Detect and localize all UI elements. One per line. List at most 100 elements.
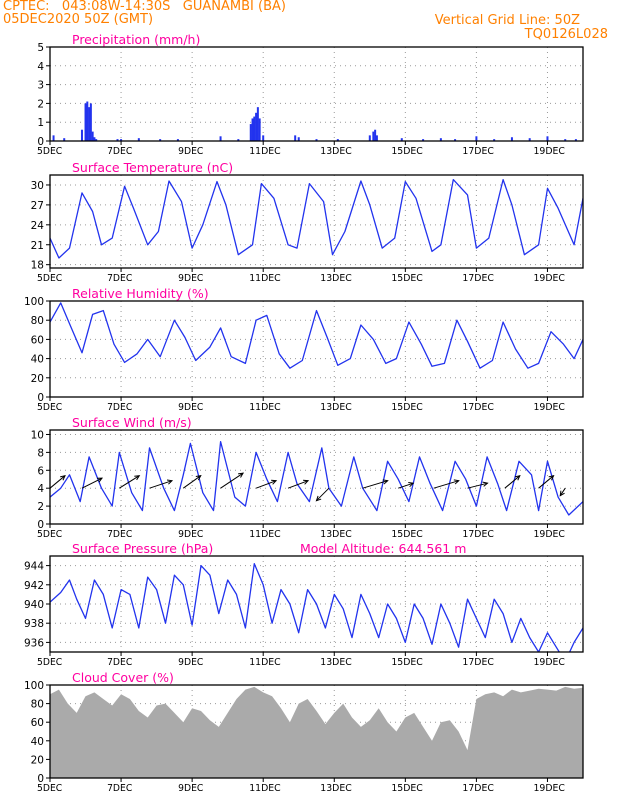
wind-arrow-shaft <box>149 480 173 489</box>
precip-bar <box>294 135 297 141</box>
plot-area-cloud <box>50 686 583 778</box>
precip-bar <box>574 139 577 141</box>
precip-bar <box>88 107 91 141</box>
precip-bar <box>475 136 478 141</box>
wind-arrow-head <box>238 472 245 478</box>
y-tick-label: 18 <box>31 260 44 272</box>
wind-arrow-head <box>195 475 202 481</box>
y-tick-label: 0 <box>37 519 44 531</box>
wind-arrow <box>467 481 489 489</box>
precip-bar <box>375 135 378 141</box>
wind-arrow-head <box>166 479 174 485</box>
x-tick-label: 7DEC <box>107 146 132 157</box>
panel-frame <box>49 684 584 779</box>
precip-bar <box>63 138 66 141</box>
y-tick-label: 4 <box>37 61 44 73</box>
x-tick-label: 15DEC <box>391 783 423 794</box>
y-tick-label: 100 <box>24 296 44 308</box>
wind-arrow-head <box>453 479 460 485</box>
x-tick-label: 5DEC <box>37 273 62 284</box>
x-tick-label: 11DEC <box>249 657 281 668</box>
y-tick-label: 942 <box>24 580 44 592</box>
wind-arrow-shaft <box>316 487 330 502</box>
wind-arrow-shaft <box>220 472 244 489</box>
wind-arrow-shaft <box>119 475 140 489</box>
header-grid-note: Vertical Grid Line: 50Z <box>434 13 580 28</box>
precip-bar <box>510 137 513 141</box>
wind-arrow <box>538 474 555 489</box>
x-tick-label: 15DEC <box>391 273 423 284</box>
precip-bar <box>297 137 300 141</box>
temp-series-line <box>50 178 583 259</box>
x-tick-label: 5DEC <box>37 783 62 794</box>
panel-frame <box>49 174 584 269</box>
x-tick-label: 9DEC <box>178 529 203 540</box>
x-tick-label: 15DEC <box>391 402 423 413</box>
wind-arrow-head <box>559 490 565 497</box>
plot-area-wind <box>50 440 583 516</box>
x-tick-label: 19DEC <box>533 783 565 794</box>
plot-area-press <box>50 563 583 652</box>
wind-arrow-head <box>482 481 489 487</box>
panel-wind: 0 2 4 6 8 10 5DEC 7DEC 9DEC 11DEC 13DEC 15DEC 17DEC 1… <box>31 415 584 540</box>
y-tick-label: 6 <box>37 465 44 477</box>
panel-temp: 18 21 24 27 30 5DEC 7DEC 9DEC 11DEC 13DEC 15DEC 17D… <box>31 160 584 284</box>
panel-title-precip: Precipitation (mm/h) <box>72 32 200 47</box>
y-tick-label: 60 <box>31 334 44 346</box>
x-tick-label: 11DEC <box>249 273 281 284</box>
wind-arrow <box>287 479 310 489</box>
wind-arrow-shaft <box>255 480 277 489</box>
wind-arrow-shaft <box>398 482 414 489</box>
wind-arrow-head <box>96 477 104 483</box>
precip-bar <box>493 139 496 141</box>
precip-bar <box>262 135 265 141</box>
header-code: TQ0126L028 <box>524 27 608 42</box>
y-tick-label: 40 <box>31 736 44 748</box>
x-tick-label: 17DEC <box>462 783 494 794</box>
y-tick-label: 100 <box>24 680 44 692</box>
wind-arrow <box>398 482 415 489</box>
panel-title-wind: Surface Wind (m/s) <box>72 415 192 430</box>
y-tick-label: 8 <box>37 447 44 459</box>
x-tick-label: 13DEC <box>320 273 352 284</box>
precip-bar <box>336 139 339 141</box>
wind-arrow <box>315 487 330 502</box>
x-tick-label: 13DEC <box>320 783 352 794</box>
y-tick-label: 1 <box>37 117 44 129</box>
x-tick-label: 17DEC <box>462 146 494 157</box>
wind-arrow-shaft <box>362 480 388 489</box>
x-tick-label: 19DEC <box>533 273 565 284</box>
precip-bar <box>219 136 222 141</box>
x-tick-label: 5DEC <box>37 529 62 540</box>
precip-bar <box>91 131 94 141</box>
x-tick-label: 15DEC <box>391 529 423 540</box>
y-tick-label: 2 <box>37 501 44 513</box>
x-tick-label: 11DEC <box>249 529 281 540</box>
wind-arrow-shaft <box>182 475 202 489</box>
y-tick-label: 30 <box>31 180 44 192</box>
panel-title-press: Surface Pressure (hPa) <box>72 541 213 556</box>
precip-bar <box>400 138 403 141</box>
precip-bar <box>439 138 442 141</box>
x-tick-label: 17DEC <box>462 657 494 668</box>
precip-bar <box>93 137 96 141</box>
precip-bar <box>528 138 531 141</box>
wind-arrow-shaft <box>81 477 103 489</box>
wind-arrow <box>220 472 245 489</box>
x-tick-label: 5DEC <box>37 657 62 668</box>
x-tick-label: 9DEC <box>178 146 203 157</box>
wind-arrow <box>50 474 66 489</box>
x-tick-label: 7DEC <box>107 273 132 284</box>
x-tick-label: 9DEC <box>178 402 203 413</box>
panel-frame <box>49 46 584 142</box>
model-altitude-label: Model Altitude: 644.561 m <box>300 541 466 556</box>
panel-press: 936 938 940 942 944 5DEC 7DEC 9DEC 11DEC 13DEC 15D… <box>24 541 584 668</box>
plot-area-rh <box>50 302 583 369</box>
x-tick-label: 19DEC <box>533 529 565 540</box>
y-tick-label: 938 <box>24 618 44 630</box>
y-tick-label: 24 <box>31 220 45 232</box>
x-tick-label: 11DEC <box>249 783 281 794</box>
precip-bar <box>315 139 318 141</box>
wind-arrow-shaft <box>287 480 309 489</box>
